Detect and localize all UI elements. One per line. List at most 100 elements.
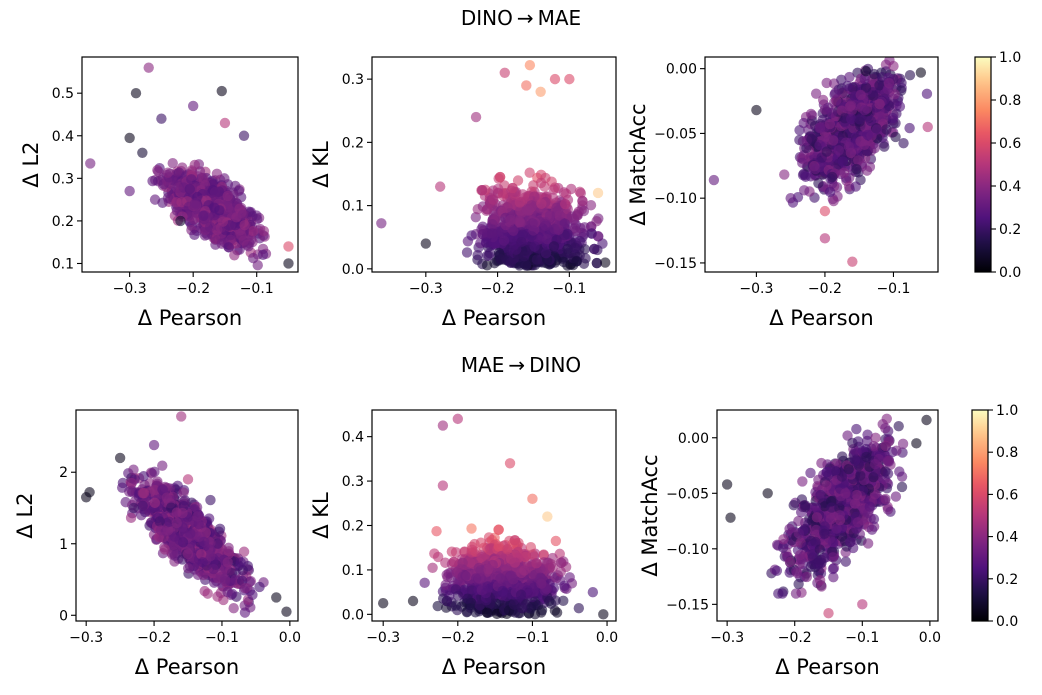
x-tick-label: −0.3 — [69, 630, 103, 646]
scatter-point — [868, 68, 880, 80]
scatter-point — [505, 257, 516, 268]
scatter-point — [887, 112, 899, 124]
scatter-point — [178, 487, 189, 498]
scatter-point — [214, 523, 226, 535]
scatter-point — [555, 566, 566, 577]
scatter-point — [239, 583, 251, 594]
scatter-point — [187, 100, 199, 112]
scatter-panel-5: −0.3 −0.2 −0.1 0.00.00.10.20.30.4Δ PearsonΔ… — [309, 409, 618, 679]
scatter-point — [448, 556, 459, 568]
scatter-point — [838, 167, 850, 178]
scatter-point — [531, 254, 543, 265]
y-tick-label: 1 — [59, 537, 68, 553]
scatter-point — [283, 241, 294, 252]
scatter-point — [814, 122, 825, 134]
scatter-point — [193, 519, 204, 530]
scatter-point — [859, 139, 870, 151]
scatter-point — [551, 202, 562, 213]
scatter-point — [238, 235, 250, 246]
scatter-point — [507, 182, 518, 194]
scatter-point — [549, 73, 561, 85]
scatter-point — [222, 586, 233, 598]
scatter-point — [137, 500, 148, 511]
scatter-point — [819, 205, 831, 217]
scatter-point — [539, 181, 550, 192]
scatter-point — [855, 89, 866, 101]
y-tick-label: 0.3 — [52, 171, 74, 187]
scatter-point — [542, 511, 553, 522]
scatter-point — [508, 599, 520, 610]
scatter-point — [222, 557, 233, 568]
x-tick-label: −0.3 — [739, 281, 773, 297]
row-title-bottom: MAE → DINO — [461, 353, 581, 377]
scatter-point — [577, 195, 588, 207]
scatter-point — [897, 438, 909, 450]
scatter-point — [125, 512, 137, 524]
scatter-point — [826, 107, 838, 119]
y-tick-label: 0.4 — [52, 129, 74, 145]
x-tick-label: −0.1 — [876, 281, 910, 297]
y-tick-label: 0.2 — [52, 214, 74, 230]
scatter-point — [524, 60, 536, 71]
scatter-point — [446, 546, 458, 557]
scatter-point — [509, 557, 520, 568]
scatter-point — [162, 192, 174, 204]
scatter-point — [235, 557, 246, 568]
scatter-point — [525, 603, 537, 614]
scatter-point — [470, 212, 482, 223]
scatter-point — [554, 210, 565, 221]
scatter-point — [800, 171, 811, 182]
scatter-point — [473, 562, 485, 574]
scatter-point — [283, 258, 294, 269]
scatter-point — [801, 142, 812, 154]
scatter-point — [821, 146, 832, 157]
scatter-point — [184, 183, 195, 195]
scatter-point — [162, 525, 174, 536]
scatter-point — [223, 199, 234, 210]
scatter-point — [124, 185, 135, 197]
scatter-point — [182, 548, 194, 560]
points-group — [80, 411, 292, 618]
scatter-point — [890, 491, 902, 502]
scatter-point — [437, 420, 449, 431]
scatter-point — [148, 439, 160, 451]
scatter-point — [214, 205, 225, 216]
scatter-point — [883, 77, 895, 89]
scatter-point — [483, 532, 495, 543]
scatter-point — [407, 595, 419, 607]
scatter-point — [239, 219, 250, 231]
scatter-point — [205, 494, 216, 506]
scatter-point — [219, 173, 230, 184]
scatter-point — [859, 73, 870, 85]
scatter-point — [871, 124, 883, 135]
scatter-point — [847, 256, 858, 267]
scatter-point — [816, 457, 827, 469]
x-tick-label: 0.0 — [596, 630, 618, 646]
scatter-point — [817, 94, 829, 106]
scatter-point — [592, 187, 604, 199]
scatter-point — [198, 172, 209, 184]
scatter-point — [434, 181, 446, 192]
scatter-point — [535, 86, 546, 97]
x-axis-label: Δ Pearson — [769, 306, 873, 330]
points-group — [708, 57, 933, 267]
scatter-point — [751, 104, 762, 116]
x-tick-label: −0.3 — [409, 281, 443, 297]
scatter-point — [915, 67, 927, 78]
scatter-point — [482, 564, 494, 575]
scatter-point — [452, 413, 464, 425]
y-tick-label: 0.0 — [342, 262, 364, 278]
x-axis-label: Δ Pearson — [442, 306, 546, 330]
scatter-point — [828, 195, 839, 207]
x-axis-label: Δ Pearson — [138, 306, 242, 330]
scatter-point — [558, 595, 569, 607]
scatter-point — [519, 250, 530, 262]
scatter-point — [824, 186, 836, 198]
scatter-point — [162, 167, 174, 178]
scatter-point — [860, 66, 872, 77]
scatter-point — [182, 562, 194, 574]
scatter-point — [528, 225, 539, 236]
scatter-point — [821, 77, 832, 89]
